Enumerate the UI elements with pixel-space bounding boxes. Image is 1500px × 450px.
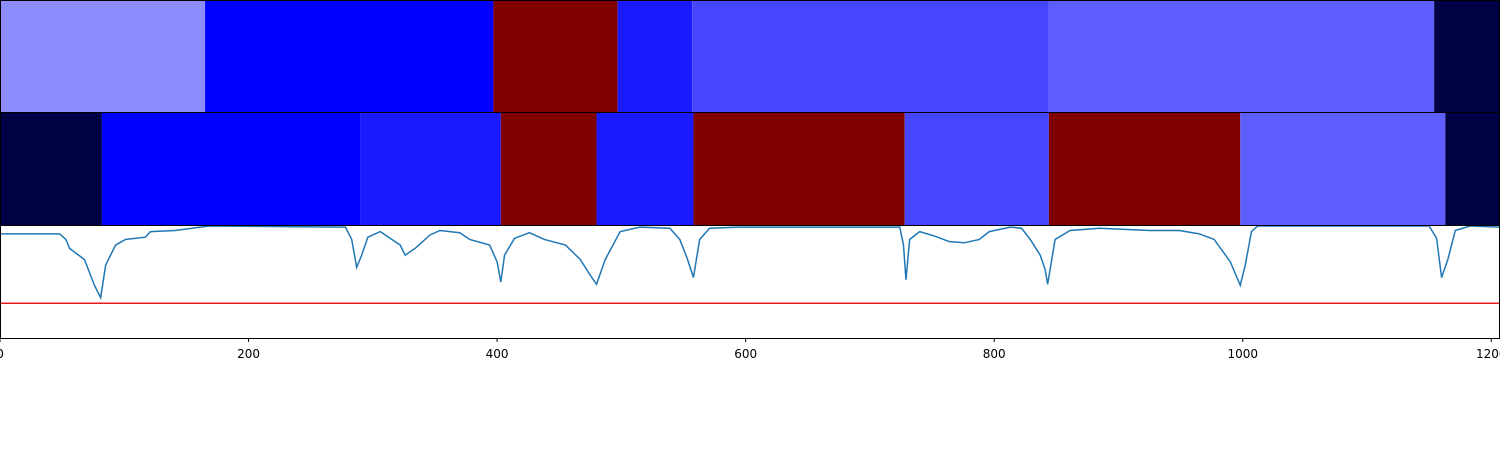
x-tick-label: 200 bbox=[237, 347, 260, 361]
segment bbox=[205, 1, 494, 112]
x-tick-label: 600 bbox=[734, 347, 757, 361]
segment bbox=[1240, 113, 1446, 225]
segment bbox=[693, 113, 905, 225]
segment bbox=[360, 113, 501, 225]
segment bbox=[904, 113, 1049, 225]
segment bbox=[617, 1, 693, 112]
segment bbox=[596, 113, 694, 225]
segment bbox=[101, 113, 361, 225]
segment bbox=[1434, 1, 1500, 112]
x-tick-label: 0 bbox=[0, 347, 4, 361]
segment bbox=[692, 1, 1049, 112]
segment bbox=[500, 113, 597, 225]
segment bbox=[0, 1, 206, 112]
segment bbox=[1048, 1, 1435, 112]
x-tick-label: 1200 bbox=[1476, 347, 1500, 361]
panel-frame bbox=[0, 225, 1500, 339]
segment bbox=[1048, 113, 1241, 225]
x-tick-label: 800 bbox=[983, 347, 1006, 361]
segment bbox=[493, 1, 618, 112]
x-tick-label: 1000 bbox=[1227, 347, 1258, 361]
x-tick-label: 400 bbox=[486, 347, 509, 361]
score-line bbox=[0, 226, 1500, 301]
segment bbox=[0, 113, 102, 225]
segment bbox=[1445, 113, 1500, 225]
